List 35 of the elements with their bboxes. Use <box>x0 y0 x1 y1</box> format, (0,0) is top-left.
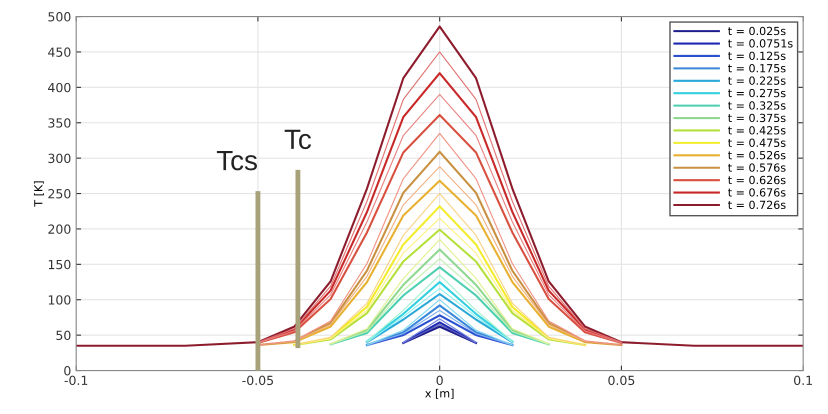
legend-label: t = 0.626s <box>728 176 786 184</box>
legend-label: t = 0.526s <box>728 150 786 160</box>
x-tick-label: 0.05 <box>608 376 634 386</box>
y-tick-label: 300 <box>48 154 70 164</box>
legend-label: t = 0.175s <box>728 64 786 72</box>
legend-label: t = 0.375s <box>728 114 786 122</box>
y-tick-label: 350 <box>48 118 70 128</box>
legend-label: t = 0.0751s <box>728 39 793 48</box>
x-tick-label: 0.1 <box>794 376 812 386</box>
legend-label: t = 0.676s <box>728 188 786 197</box>
legend-label: t = 0.726s <box>728 200 786 210</box>
x-tick-label: -0.1 <box>64 376 88 386</box>
legend-label: t = 0.576s <box>728 163 786 172</box>
y-tick-label: 0 <box>64 366 70 376</box>
x-tick-label: -0.05 <box>242 376 273 386</box>
legend-label: t = 0.225s <box>728 76 786 85</box>
y-tick-label: 400 <box>48 82 70 92</box>
x-axis-title: x [m] <box>425 388 454 399</box>
y-axis-title: T [K] <box>34 181 44 207</box>
y-tick-label: 450 <box>48 47 70 57</box>
ref-line-label: Tc <box>284 130 312 150</box>
y-tick-label: 150 <box>48 260 70 270</box>
ref-line-label: Tcs <box>216 150 257 170</box>
y-tick-label: 250 <box>48 189 70 198</box>
y-tick-label: 500 <box>48 12 70 22</box>
legend-label: t = 0.025s <box>728 26 786 36</box>
y-tick-label: 50 <box>56 330 70 340</box>
legend-label: t = 0.125s <box>728 52 786 60</box>
legend-label: t = 0.325s <box>728 101 786 110</box>
legend-label: t = 0.425s <box>728 126 786 135</box>
y-tick-label: 200 <box>48 224 70 234</box>
legend-label: t = 0.275s <box>728 88 786 98</box>
x-tick-label: 0 <box>436 376 443 386</box>
y-tick-label: 100 <box>48 295 70 305</box>
legend-label: t = 0.475s <box>728 138 786 147</box>
